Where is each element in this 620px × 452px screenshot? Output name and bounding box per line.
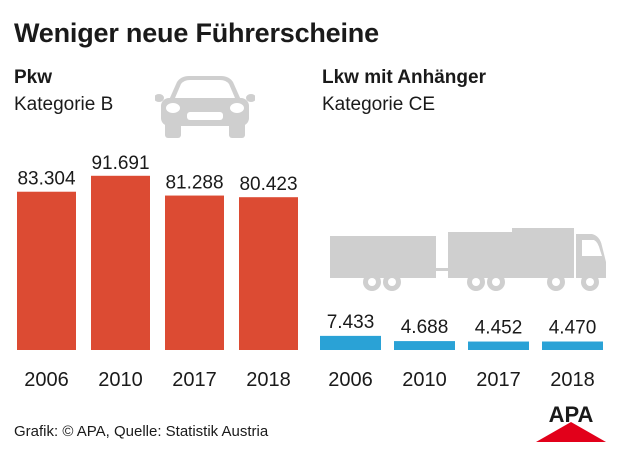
- pkw-value-label-2010: 91.691: [91, 153, 149, 174]
- source-note: Grafik: © APA, Quelle: Statistik Austria: [14, 423, 269, 440]
- pkw-value-label-2006: 83.304: [17, 169, 76, 190]
- pkw-value-label-2018: 80.423: [239, 174, 297, 195]
- pkw-category-label-2006: 2006: [24, 369, 69, 391]
- panel-subtitle-lkw: Kategorie CE: [322, 94, 436, 115]
- pkw-category-label-2010: 2010: [98, 369, 143, 391]
- lkw-bar-2018: [542, 341, 603, 350]
- lkw-value-label-2017: 4.452: [475, 318, 523, 339]
- pkw-bar-2006: [17, 191, 76, 350]
- pkw-bar-2017: [165, 195, 224, 350]
- car-icon: [155, 76, 255, 138]
- lkw-value-label-2018: 4.470: [549, 318, 597, 339]
- chart-title: Weniger neue Führerscheine: [14, 18, 379, 48]
- lkw-bar-2006: [320, 335, 381, 350]
- truck-trailer-icon: [330, 228, 606, 291]
- svg-text:APA: APA: [549, 402, 594, 427]
- lkw-bar-2010: [394, 341, 455, 350]
- lkw-category-label-2010: 2010: [402, 369, 447, 391]
- panel-title-pkw: Pkw: [14, 67, 53, 88]
- lkw-category-label-2017: 2017: [476, 369, 521, 391]
- pkw-category-label-2018: 2018: [246, 369, 291, 391]
- pkw-value-label-2017: 81.288: [165, 173, 223, 194]
- pkw-bar-2010: [91, 175, 150, 350]
- pkw-category-label-2017: 2017: [172, 369, 217, 391]
- panel-title-lkw: Lkw mit Anhänger: [322, 67, 486, 88]
- panel-subtitle-pkw: Kategorie B: [14, 94, 114, 115]
- apa-logo: APA: [536, 402, 606, 442]
- lkw-value-label-2010: 4.688: [401, 317, 449, 338]
- lkw-category-label-2018: 2018: [550, 369, 595, 391]
- lkw-value-label-2006: 7.433: [327, 312, 375, 333]
- lkw-category-label-2006: 2006: [328, 369, 373, 391]
- pkw-bar-2018: [239, 197, 298, 350]
- lkw-bar-2017: [468, 341, 529, 350]
